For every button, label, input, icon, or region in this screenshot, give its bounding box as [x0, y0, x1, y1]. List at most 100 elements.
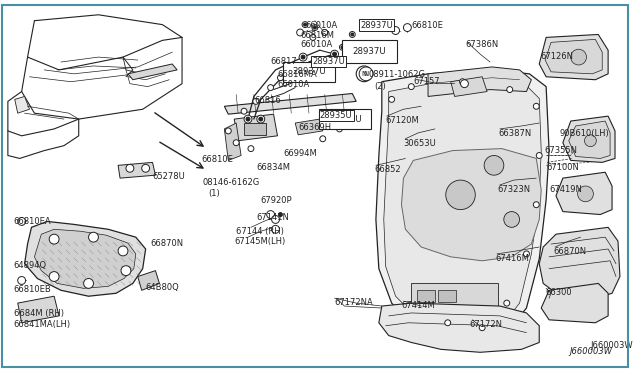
- Text: 67145M(LH): 67145M(LH): [234, 237, 285, 246]
- Polygon shape: [384, 81, 541, 331]
- Text: J660003W: J660003W: [569, 347, 612, 356]
- Text: 28937U: 28937U: [292, 67, 326, 76]
- Circle shape: [271, 225, 280, 233]
- Polygon shape: [225, 93, 356, 114]
- Text: 66841MA(LH): 66841MA(LH): [14, 320, 71, 329]
- Text: 66387N: 66387N: [498, 129, 531, 138]
- Circle shape: [268, 85, 273, 90]
- Circle shape: [533, 103, 540, 109]
- FancyBboxPatch shape: [319, 109, 371, 129]
- Circle shape: [524, 251, 529, 257]
- Text: 66834M: 66834M: [257, 163, 291, 172]
- Circle shape: [225, 128, 231, 134]
- Circle shape: [126, 164, 134, 172]
- Polygon shape: [540, 227, 620, 300]
- FancyBboxPatch shape: [342, 40, 397, 62]
- Text: 64894Q: 64894Q: [14, 261, 47, 270]
- Text: 66010A: 66010A: [300, 41, 332, 49]
- Bar: [438, 290, 456, 302]
- Text: 67419N: 67419N: [549, 185, 582, 194]
- Text: 66810E: 66810E: [412, 21, 443, 30]
- Polygon shape: [540, 35, 608, 80]
- Text: 64B80Q: 64B80Q: [146, 283, 179, 292]
- Circle shape: [310, 35, 316, 41]
- Text: 67157: 67157: [413, 77, 440, 86]
- Text: 67355N: 67355N: [544, 146, 577, 155]
- Circle shape: [302, 22, 308, 28]
- Text: N: N: [364, 71, 369, 77]
- Circle shape: [356, 66, 372, 82]
- Circle shape: [244, 115, 252, 123]
- Text: 66010A: 66010A: [305, 21, 337, 30]
- Text: 66852: 66852: [374, 165, 401, 174]
- Circle shape: [392, 26, 399, 35]
- Text: N: N: [362, 71, 367, 77]
- Circle shape: [461, 80, 468, 87]
- Text: 66369H: 66369H: [298, 123, 332, 132]
- Circle shape: [303, 23, 307, 26]
- Circle shape: [507, 87, 513, 93]
- Polygon shape: [118, 163, 156, 178]
- Circle shape: [349, 116, 355, 122]
- Circle shape: [18, 276, 26, 285]
- Circle shape: [284, 67, 291, 73]
- Text: 66810EA: 66810EA: [14, 218, 51, 227]
- Circle shape: [388, 96, 395, 102]
- Circle shape: [257, 115, 265, 123]
- Circle shape: [331, 50, 339, 58]
- Text: 08146-6162G: 08146-6162G: [203, 178, 260, 187]
- Circle shape: [301, 55, 305, 59]
- Text: 30653U: 30653U: [403, 139, 436, 148]
- Circle shape: [584, 135, 596, 147]
- Circle shape: [578, 186, 593, 202]
- Text: 67120M: 67120M: [386, 116, 419, 125]
- Circle shape: [408, 84, 414, 90]
- Circle shape: [118, 246, 128, 256]
- Polygon shape: [35, 229, 136, 288]
- Text: 28937U: 28937U: [312, 57, 345, 66]
- Polygon shape: [541, 283, 608, 323]
- Circle shape: [351, 33, 354, 36]
- Circle shape: [322, 29, 328, 35]
- Text: 67100N: 67100N: [546, 163, 579, 172]
- Text: 66870N: 66870N: [553, 247, 586, 256]
- Polygon shape: [428, 67, 531, 96]
- Circle shape: [271, 215, 280, 224]
- Circle shape: [337, 126, 342, 132]
- Polygon shape: [376, 70, 549, 340]
- Polygon shape: [225, 123, 241, 160]
- Circle shape: [314, 26, 316, 29]
- Text: 28935U: 28935U: [328, 115, 362, 124]
- Text: 67414M: 67414M: [401, 301, 435, 310]
- Circle shape: [533, 202, 540, 208]
- Polygon shape: [556, 172, 612, 215]
- Text: 67386N: 67386N: [465, 41, 499, 49]
- Polygon shape: [569, 121, 610, 158]
- Text: 66816MA: 66816MA: [278, 70, 317, 79]
- Circle shape: [84, 279, 93, 288]
- Text: 67416M: 67416M: [495, 254, 529, 263]
- Text: 67920P: 67920P: [260, 196, 292, 205]
- Circle shape: [484, 155, 504, 175]
- Circle shape: [297, 29, 303, 36]
- Text: (2): (2): [374, 82, 386, 91]
- Circle shape: [479, 325, 485, 331]
- Circle shape: [571, 49, 586, 65]
- Circle shape: [504, 212, 520, 227]
- Text: 66870N: 66870N: [150, 239, 184, 248]
- Circle shape: [233, 140, 239, 146]
- Circle shape: [278, 75, 284, 81]
- Polygon shape: [545, 39, 602, 74]
- Circle shape: [446, 180, 476, 209]
- Text: 67323N: 67323N: [497, 185, 530, 194]
- Circle shape: [341, 46, 344, 49]
- Circle shape: [339, 44, 346, 50]
- Polygon shape: [138, 270, 159, 290]
- Circle shape: [278, 212, 282, 217]
- Text: 67126N: 67126N: [540, 52, 573, 61]
- Text: (1): (1): [209, 189, 220, 198]
- Circle shape: [349, 32, 355, 38]
- Text: 67172N: 67172N: [469, 320, 502, 329]
- Text: 67172NA: 67172NA: [335, 298, 373, 307]
- Polygon shape: [451, 77, 487, 96]
